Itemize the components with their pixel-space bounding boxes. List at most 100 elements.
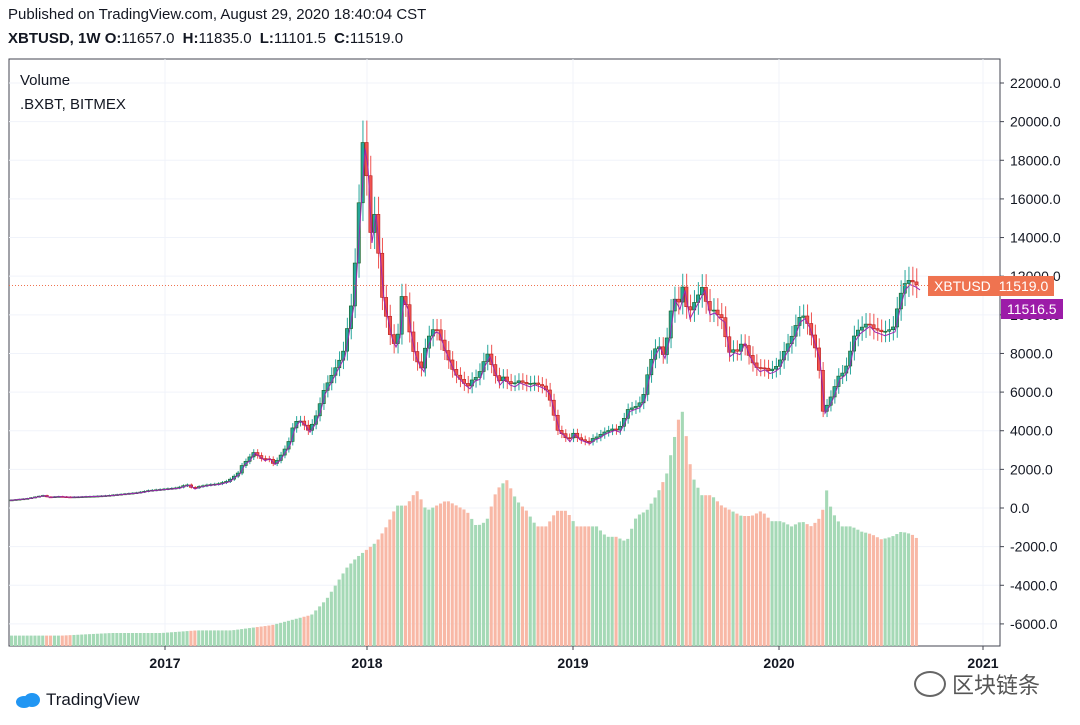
volume-bar: [548, 521, 552, 646]
volume-bar: [735, 513, 739, 646]
volume-bar: [493, 494, 497, 646]
volume-bar: [536, 526, 540, 646]
watermark-text: 区块链条: [951, 673, 1040, 698]
volume-bar: [49, 635, 53, 646]
volume-bar: [630, 528, 634, 646]
volume-bar: [427, 509, 431, 646]
volume-bar: [216, 630, 220, 646]
y-tick-label: -6000.0: [1010, 616, 1058, 632]
volume-bar: [64, 635, 68, 646]
candle-body: [855, 329, 860, 337]
volume-bar: [119, 633, 123, 646]
volume-bar: [322, 602, 326, 646]
volume-bar: [52, 635, 56, 646]
volume-bar: [715, 501, 719, 646]
candle-body: [434, 329, 439, 331]
volume-bar: [169, 632, 173, 646]
ohlc-line: XBTUSD, 1W O:11657.0 H:11835.0 L:11101.5…: [8, 30, 407, 47]
volume-bar: [130, 633, 134, 646]
volume-bar: [228, 630, 232, 646]
volume-bar: [832, 515, 836, 646]
y-tick-label: 20000.0: [1010, 114, 1061, 130]
volume-bar: [364, 549, 368, 646]
volume-bar: [914, 537, 918, 646]
volume-bar: [458, 507, 462, 646]
volume-bar: [372, 543, 376, 646]
volume-bar: [368, 546, 372, 646]
candle-body: [762, 367, 767, 370]
volume-bar: [193, 630, 197, 646]
volume-bar: [208, 630, 212, 646]
volume-bar: [696, 487, 700, 646]
candle-body: [575, 432, 580, 439]
volume-bar: [419, 499, 423, 646]
volume-bar: [879, 539, 883, 646]
candle-body: [446, 350, 451, 361]
candle-body: [668, 310, 673, 339]
volume-bar: [439, 503, 443, 646]
volume-bar: [747, 516, 751, 646]
y-tick-label: 4000.0: [1010, 423, 1053, 439]
candle-body: [645, 374, 650, 395]
volume-bar: [727, 509, 731, 646]
volume-bar: [380, 533, 384, 646]
candle-body: [516, 380, 521, 384]
volume-bar: [396, 505, 400, 646]
candle-body: [493, 364, 498, 376]
volume-bar: [665, 473, 669, 646]
candle-body: [910, 280, 915, 283]
volume-bar: [907, 533, 911, 646]
candle-body: [894, 308, 899, 328]
volume-bar: [766, 517, 770, 646]
volume-bar: [509, 488, 513, 646]
volume-bar: [692, 479, 696, 646]
volume-bar: [622, 540, 626, 646]
volume-bar: [115, 633, 119, 646]
x-tick-label: 2020: [763, 655, 794, 671]
candle-body: [676, 298, 681, 303]
candle-body: [610, 428, 615, 431]
volume-bar: [154, 633, 158, 646]
volume-bar: [294, 618, 298, 646]
volume-bar: [56, 635, 60, 646]
volume-bar: [626, 538, 630, 646]
volume-bar: [41, 635, 45, 646]
volume-bar: [329, 591, 333, 646]
volume-bar: [797, 522, 801, 646]
volume-bar: [325, 597, 329, 646]
tradingview-footer[interactable]: TradingView: [14, 690, 140, 710]
volume-bar: [388, 519, 392, 646]
volume-bar: [45, 635, 49, 646]
volume-bar: [743, 516, 747, 646]
candle-body: [532, 382, 537, 385]
volume-bar: [142, 633, 146, 646]
volume-bar: [899, 532, 903, 646]
candle-body: [758, 367, 763, 369]
volume-bar: [60, 635, 64, 646]
volume-bar: [793, 524, 797, 646]
volume-bar: [411, 495, 415, 646]
volume-bar: [201, 630, 205, 646]
volume-bar: [567, 515, 571, 646]
volume-bar: [700, 495, 704, 646]
volume-bar: [13, 635, 17, 646]
x-tick-label: 2017: [149, 655, 180, 671]
volume-bar: [103, 633, 107, 646]
candle-body: [859, 326, 864, 331]
candle-body: [840, 372, 845, 377]
candle-body: [836, 375, 841, 387]
volume-bar: [805, 524, 809, 646]
volume-bar: [676, 419, 680, 646]
volume-bar: [158, 633, 162, 646]
candle-body: [571, 432, 576, 439]
volume-bar: [817, 518, 821, 646]
volume-bar: [353, 559, 357, 646]
volume-bar: [571, 521, 575, 646]
candle-body: [883, 330, 888, 333]
volume-bar: [903, 532, 907, 646]
wechat-icon: [913, 671, 946, 697]
volume-bar: [76, 634, 80, 646]
y-tick-label: 16000.0: [1010, 191, 1061, 207]
volume-bar: [442, 501, 446, 646]
